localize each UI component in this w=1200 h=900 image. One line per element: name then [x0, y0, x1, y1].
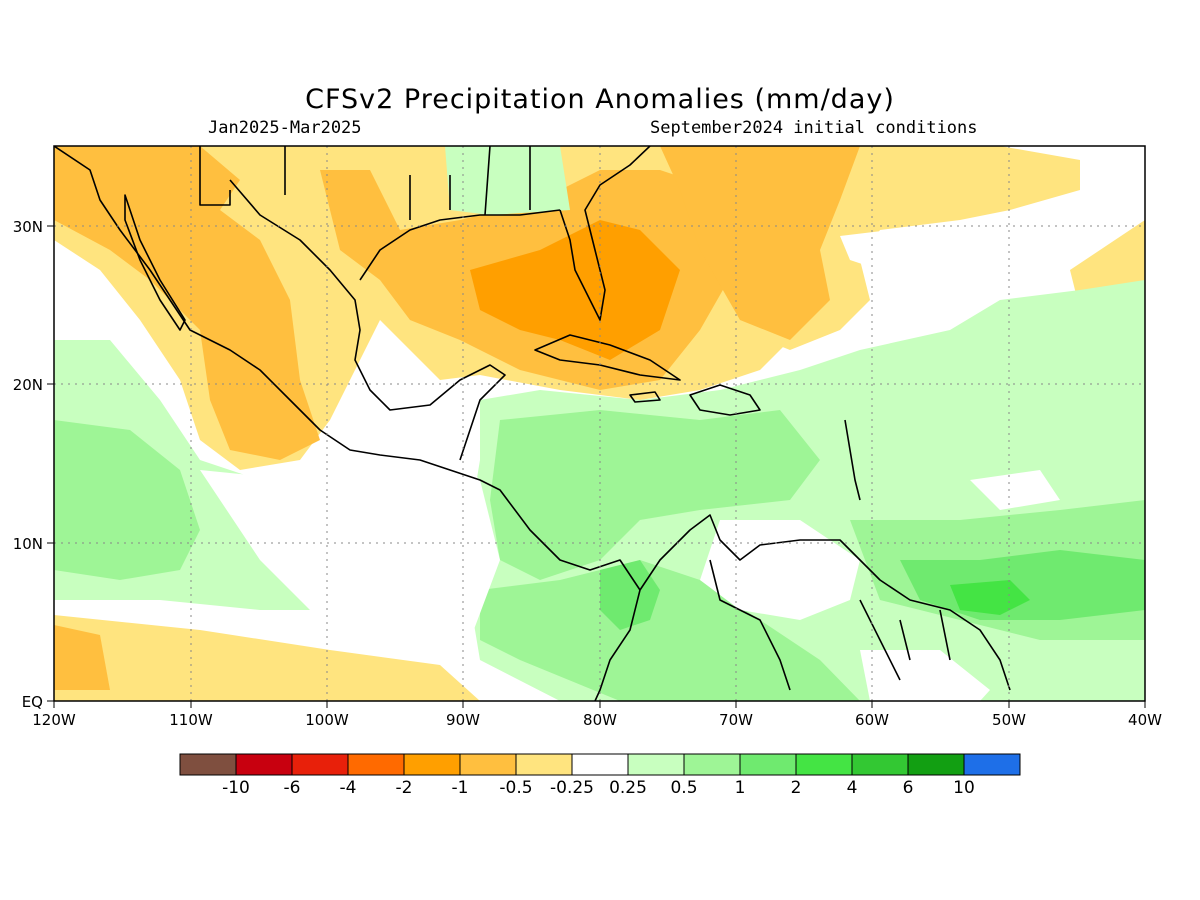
- x-tick-label: 70W: [719, 711, 753, 729]
- gridlines: [54, 146, 1145, 701]
- dry-strong-gulf: [470, 220, 680, 360]
- x-axis-labels: 120W 110W 100W 90W 80W 70W 60W 50W 40W: [32, 711, 1162, 729]
- florida: [559, 146, 651, 321]
- x-tick-label: 100W: [305, 711, 349, 729]
- colorbar-box: [571, 753, 629, 776]
- colorbar-box: [235, 753, 293, 776]
- colorbar-label: 2: [791, 778, 802, 798]
- colorbar-label: -2: [396, 778, 413, 798]
- colorbar-box: [683, 753, 741, 776]
- y-tick-label: 20N: [13, 376, 43, 394]
- coastlines: [54, 146, 1011, 701]
- colorbar-box: [907, 753, 965, 776]
- map-title: CFSv2 Precipitation Anomalies (mm/day): [305, 84, 895, 115]
- x-tick-label: 90W: [446, 711, 480, 729]
- dry-moderate-mexico: [54, 146, 320, 460]
- us-gulf-coast: [359, 209, 561, 281]
- x-tick-label: 40W: [1128, 711, 1162, 729]
- neutral-venezuela: [700, 520, 860, 620]
- mexico-pacific-coast: [54, 146, 641, 591]
- y-axis-labels: EQ 10N 20N 30N: [13, 218, 43, 711]
- y-tick-label: EQ: [22, 693, 43, 711]
- colorbar-label: -6: [284, 778, 301, 798]
- wet-strong-panama: [600, 560, 660, 630]
- colorbar-label: 4: [847, 778, 858, 798]
- colorbar-label: 1: [735, 778, 746, 798]
- y-tick-label: 30N: [13, 218, 43, 236]
- colorbar-label: -0.25: [550, 778, 594, 798]
- colorbar-label: 0.5: [670, 778, 697, 798]
- dry-region-east-pacific: [54, 615, 480, 701]
- neutral-brazil: [860, 650, 990, 701]
- dry-moderate-atlantic: [660, 146, 860, 340]
- guiana-boundary: [859, 599, 951, 681]
- baja-california: [124, 194, 186, 331]
- venezuela-boundary: [709, 559, 791, 691]
- colorbar-box: [963, 753, 1021, 776]
- pacific-south-america: [594, 589, 641, 701]
- axis-tick-marks: [47, 225, 1146, 708]
- colorbar-label: -10: [222, 778, 250, 798]
- colorbar-label: -4: [340, 778, 357, 798]
- colorbar-box: [459, 753, 517, 776]
- colorbar-labels: -10 -6 -4 -2 -1 -0.5 -0.25 0.25 0.5 1 2 4 6 10: [222, 778, 975, 798]
- x-tick-label: 60W: [855, 711, 889, 729]
- colorbar-box: [179, 753, 237, 776]
- anomaly-field: [54, 146, 1145, 701]
- neutral-atlantic-east: [970, 470, 1060, 510]
- wet-peak-atlantic: [950, 580, 1030, 615]
- colorbar-label: 6: [903, 778, 914, 798]
- colorbar-box: [291, 753, 349, 776]
- colorbar-box: [795, 753, 853, 776]
- colorbar-label: -0.5: [499, 778, 532, 798]
- colorbar-box: [515, 753, 573, 776]
- jamaica: [629, 391, 661, 403]
- colorbar-label: 0.25: [609, 778, 647, 798]
- x-tick-label: 110W: [169, 711, 213, 729]
- wet-moderate-colombia: [480, 560, 860, 701]
- gulf-of-mexico-coast: [229, 179, 506, 461]
- colorbar-label: 10: [953, 778, 975, 798]
- colorbar-box: [851, 753, 909, 776]
- hispaniola: [689, 384, 761, 416]
- colorbar-box: [739, 753, 797, 776]
- x-tick-label: 80W: [583, 711, 617, 729]
- x-tick-label: 120W: [32, 711, 76, 729]
- colorbar-label: -1: [452, 778, 469, 798]
- colorbar-box: [403, 753, 461, 776]
- cuba: [534, 334, 681, 381]
- us-states-boundary: [199, 146, 531, 220]
- y-tick-label: 10N: [13, 535, 43, 553]
- neutral-atlantic-north: [840, 230, 890, 270]
- lesser-antilles: [844, 419, 861, 501]
- colorbar-box: [627, 753, 685, 776]
- dry-moderate-east-pacific: [54, 625, 110, 690]
- south-america-north-coast: [639, 514, 1011, 691]
- colorbar: [179, 753, 1021, 776]
- wet-region-florida: [445, 146, 570, 215]
- colorbar-box: [347, 753, 405, 776]
- forecast-period: Jan2025-Mar2025: [208, 118, 362, 138]
- wet-moderate-pacific: [54, 420, 200, 580]
- x-tick-label: 50W: [992, 711, 1026, 729]
- initial-conditions: September2024 initial conditions: [650, 118, 978, 138]
- neutral-east-pacific: [200, 420, 500, 660]
- wet-moderate-caribbean: [490, 410, 820, 580]
